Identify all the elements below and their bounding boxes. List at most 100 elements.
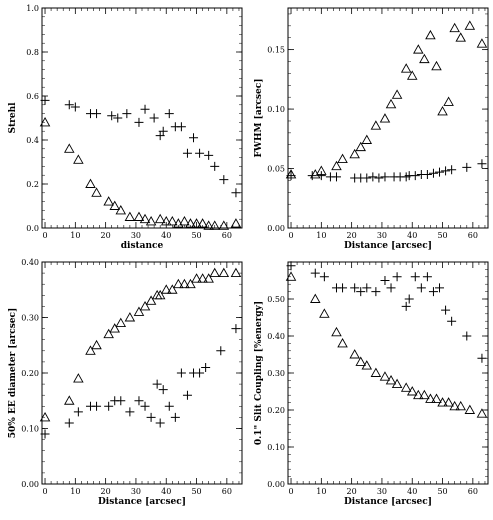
triangle-marker [197, 273, 208, 283]
triangle-marker [406, 70, 418, 80]
plus-marker [176, 368, 186, 378]
plus-marker [170, 412, 180, 422]
plus-marker [140, 401, 150, 411]
triangle-marker [191, 273, 202, 283]
y-tick-label: 0.8 [26, 48, 39, 57]
plus-marker [204, 150, 214, 160]
x-tick-label: 30 [131, 487, 141, 496]
plus-marker [380, 172, 390, 182]
plus-marker [134, 396, 144, 406]
triangle-marker [361, 360, 373, 370]
plus-marker [152, 379, 162, 389]
plus-marker [286, 261, 296, 271]
triangle-marker [151, 289, 163, 300]
triangle-marker [425, 393, 436, 403]
triangle-marker [179, 278, 190, 289]
triangle-marker [115, 204, 127, 215]
triangle-marker [349, 349, 360, 359]
plus-marker [189, 133, 199, 143]
triangle-marker [419, 389, 430, 400]
triangle-marker [85, 178, 96, 188]
x-tick-label: 20 [347, 231, 357, 240]
triangle-marker [179, 215, 190, 226]
plus-marker [219, 175, 229, 185]
triangle-marker [391, 89, 403, 99]
triangle-marker [443, 96, 454, 106]
plus-marker [368, 172, 378, 182]
triangle-marker [109, 323, 120, 333]
y-axis-label: 50% EE diameter [arcsec] [8, 308, 18, 438]
y-tick-label: 0.10 [21, 425, 39, 434]
plus-marker [92, 401, 102, 411]
ee-diameter-panel: 0 10 20 30 40 50 60 0.00 0.10 0.20 0.30 0.40 Distanc… [8, 258, 243, 507]
plus-marker [435, 167, 445, 177]
triangle-marker [385, 98, 397, 109]
plus-marker [441, 166, 451, 176]
triangle-marker [476, 38, 488, 48]
plus-marker [404, 294, 414, 304]
plus-marker [201, 362, 211, 372]
plus-marker [64, 100, 74, 110]
y-tick-label: 0.00 [267, 480, 285, 489]
plus-marker [428, 287, 438, 297]
triangle-marker [285, 271, 297, 281]
triangle-marker [355, 141, 366, 152]
x-tick-label: 40 [407, 231, 417, 240]
plus-marker [477, 159, 487, 169]
triangle-marker [310, 293, 321, 303]
plus-marker [176, 122, 186, 132]
y-tick-label: 0.00 [267, 224, 285, 233]
y-tick-label: 0.40 [21, 258, 39, 267]
plus-marker [40, 429, 50, 439]
x-tick-label: 0 [42, 231, 47, 240]
plus-marker [462, 162, 472, 172]
y-tick-label: 0.40 [267, 332, 285, 341]
plus-marker [195, 148, 205, 158]
x-tick-label: 10 [316, 231, 326, 240]
triangle-marker [197, 218, 208, 228]
x-tick-label: 0 [42, 487, 47, 496]
triangle-marker [185, 218, 196, 228]
triangle-marker [400, 63, 412, 73]
triangle-marker [464, 20, 476, 30]
triangle-marker [124, 211, 136, 221]
triangle-marker [379, 113, 391, 123]
y-tick-label: 0.50 [267, 295, 285, 304]
x-tick-label: 40 [161, 231, 171, 240]
x-tick-label: 0 [288, 487, 293, 496]
plus-marker [146, 412, 156, 422]
x-tick-label: 60 [468, 231, 478, 240]
triangle-marker [431, 60, 442, 71]
x-tick-label: 50 [437, 231, 447, 240]
plus-marker [164, 109, 174, 119]
triangle-marker [91, 339, 102, 350]
triangle-marker [425, 29, 436, 40]
triangle-marker [145, 295, 157, 305]
x-axis-label: Distance [arcsec] [344, 497, 432, 507]
plus-marker [149, 113, 159, 123]
triangle-marker [115, 317, 127, 327]
triangle-marker [160, 215, 172, 226]
plot-frame [41, 7, 243, 229]
triangle-marker [139, 300, 151, 311]
x-axis-label: Distance [arcsec] [344, 241, 432, 251]
y-tick-label: 0.10 [267, 443, 285, 452]
plus-marker [319, 272, 329, 282]
plus-marker [331, 172, 341, 182]
triangle-marker [203, 273, 214, 283]
x-axis-label: Distance [arcsec] [98, 497, 186, 507]
plus-marker [447, 316, 457, 326]
triangle-marker [455, 32, 466, 42]
plus-marker [310, 268, 320, 278]
triangle-marker [385, 374, 397, 385]
x-tick-label: 30 [131, 231, 141, 240]
plus-marker [356, 287, 366, 297]
slit-coupling-panel: 0 10 20 30 40 50 60 0.00 0.10 0.20 0.30 0.40 0.50 Dis… [254, 261, 489, 507]
triangle-marker [337, 153, 348, 163]
plus-marker [158, 385, 168, 395]
plot-frame [41, 261, 243, 485]
plus-marker [386, 283, 396, 293]
triangle-marker [203, 220, 214, 230]
fwhm-panel: 0 10 20 30 40 50 60 0.00 0.05 0.10 0.15 Distance [a… [254, 7, 489, 251]
